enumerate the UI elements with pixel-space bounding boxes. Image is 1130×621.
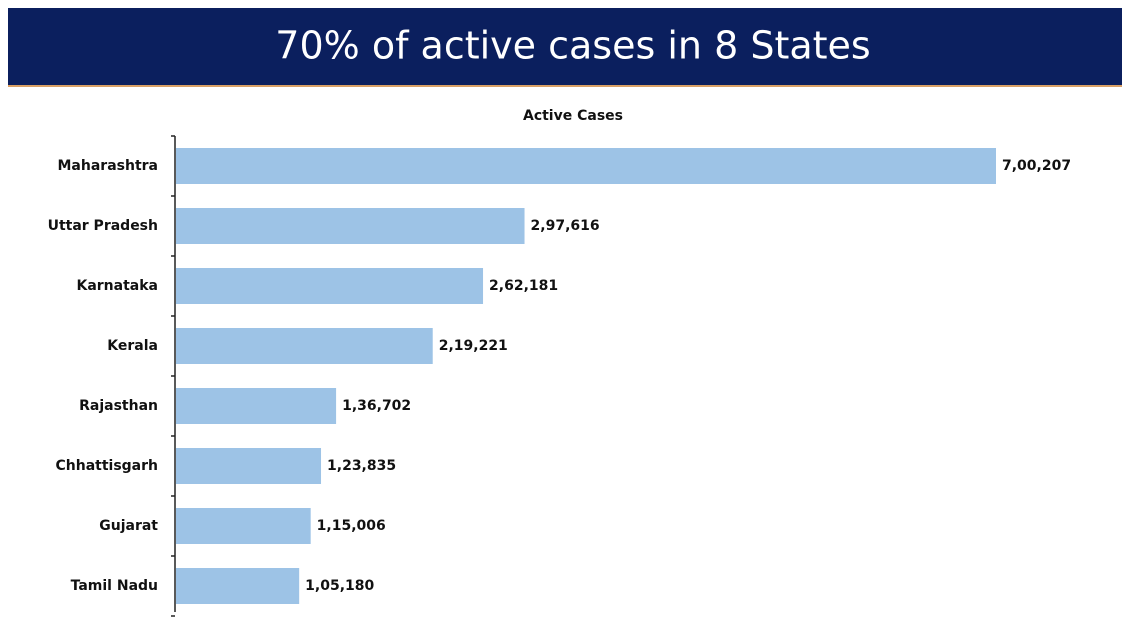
category-label: Chhattisgarh [55,458,158,474]
value-label: 2,62,181 [489,278,558,294]
value-label: 1,15,006 [317,518,386,534]
bar [176,148,996,184]
category-label: Kerala [107,338,158,354]
category-label: Maharashtra [58,158,159,174]
value-label: 2,97,616 [531,218,600,234]
bar [176,508,311,544]
bar [176,208,525,244]
value-label: 1,05,180 [305,578,374,594]
category-label: Karnataka [76,278,158,294]
bar [176,328,433,364]
bar [176,268,484,304]
bar [176,448,322,484]
value-label: 2,19,221 [439,338,508,354]
bar [176,568,300,604]
category-label: Rajasthan [79,398,158,414]
value-label: 1,23,835 [327,458,396,474]
title-banner [8,8,1122,85]
page-title: 70% of active cases in 8 States [275,24,870,68]
bar [176,388,337,424]
chart-title: Active Cases [523,108,623,124]
category-label: Tamil Nadu [71,578,158,594]
category-label: Gujarat [99,518,158,534]
value-label: 1,36,702 [342,398,411,414]
banner-underline [8,85,1122,87]
value-label: 7,00,207 [1002,158,1071,174]
category-label: Uttar Pradesh [48,218,158,234]
